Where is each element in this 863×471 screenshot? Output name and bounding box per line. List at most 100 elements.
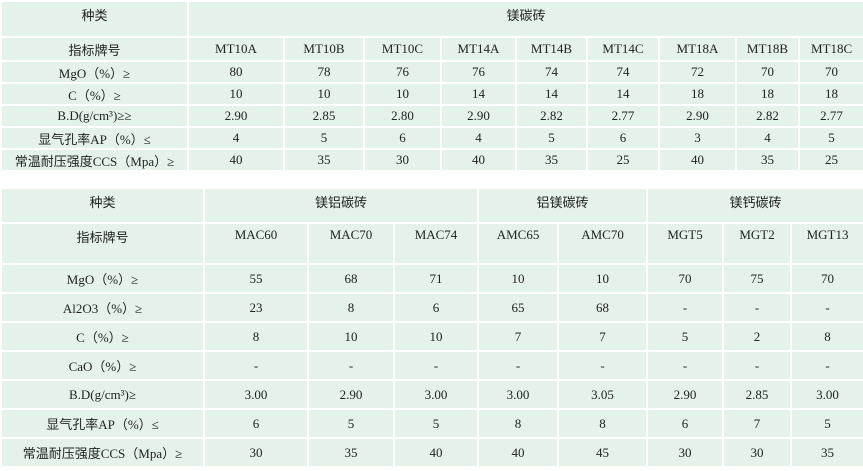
value-cell: 2.80: [363, 104, 442, 128]
value-cell: 8: [307, 292, 395, 323]
grade-cell: AMC65: [477, 222, 560, 265]
value-cell: 40: [187, 148, 285, 172]
value-cell: 25: [586, 148, 660, 172]
value-cell: 10: [477, 263, 560, 294]
grade-cell: MT18B: [735, 36, 800, 62]
value-cell: -: [646, 292, 725, 323]
value-cell: 3.05: [557, 379, 649, 410]
value-cell: 10: [557, 263, 649, 294]
row-label: C（%）≥: [0, 82, 189, 106]
row-label: B.D(g/cm³)≥: [0, 379, 205, 410]
row-label: 常温耐压强度CCS（Mpa）≥: [0, 437, 205, 468]
grade-cell: MT14B: [515, 36, 588, 62]
value-cell: 6: [646, 408, 725, 439]
value-cell: 7: [477, 321, 560, 352]
grade-cell: MAC70: [307, 222, 395, 265]
table-row: MgO（%）≥ 55 68 71 10 10 70 75 70: [0, 263, 863, 294]
value-cell: 8: [477, 408, 560, 439]
table-row: Al2O3（%）≥ 23 8 6 65 68- - -: [0, 292, 863, 323]
table-row: MgO（%）≥ 80 78 76 76 74 74 72 70 70: [0, 60, 863, 84]
group-header: 镁碳砖: [186, 0, 863, 38]
value-cell: 72: [658, 60, 737, 84]
row-label: B.D(g/cm³)≥≥: [0, 104, 189, 128]
value-cell: 2.90: [307, 379, 395, 410]
value-cell: 40: [392, 437, 480, 468]
grade-cell: MGT13: [790, 222, 863, 265]
value-cell: 18: [735, 82, 800, 106]
value-cell: 3: [658, 126, 737, 150]
category-header: 种类: [0, 0, 189, 38]
value-cell: 70: [646, 263, 725, 294]
value-cell: 2.90: [658, 104, 737, 128]
value-cell: 14: [586, 82, 660, 106]
table-row: C（%）≥ 10 10 10 14 14 14 18 18 18: [0, 82, 863, 106]
grade-cell: MGT5: [646, 222, 725, 265]
row-label: 显气孔率AP（%）≤: [0, 126, 189, 150]
value-cell: 78: [283, 60, 365, 84]
value-cell: 6: [363, 126, 442, 150]
table-row: 显气孔率AP（%）≤ 4 5 6 4 5 6 3 4 5: [0, 126, 863, 150]
row-label: CaO（%）≥: [0, 350, 205, 381]
grade-cell: MT10C: [363, 36, 442, 62]
value-cell: 8: [203, 321, 309, 352]
table-row: CaO（%）≥ - - - - - - - -: [0, 350, 863, 381]
value-cell: 76: [440, 60, 517, 84]
row-label: MgO（%）≥: [0, 263, 205, 294]
value-cell: 7: [557, 321, 649, 352]
value-cell: 3.00: [203, 379, 309, 410]
value-cell: 10: [363, 82, 442, 106]
value-cell: 25: [797, 148, 863, 172]
value-cell: 70: [790, 263, 863, 294]
value-cell: 18: [658, 82, 737, 106]
value-cell: 30: [646, 437, 725, 468]
group-header: 镁铝碳砖: [202, 187, 480, 224]
row-label: 显气孔率AP（%）≤: [0, 408, 205, 439]
value-cell: 18: [797, 82, 863, 106]
value-cell: 74: [515, 60, 588, 84]
value-cell: 2.77: [797, 104, 863, 128]
value-cell: 6: [586, 126, 660, 150]
value-cell: 75: [722, 263, 793, 294]
row-label: 常温耐压强度CCS（Mpa）≥: [0, 148, 189, 172]
grade-cell: MAC60: [203, 222, 309, 265]
value-cell: 2.90: [440, 104, 517, 128]
value-cell: -: [646, 350, 725, 381]
value-cell: -: [203, 350, 309, 381]
value-cell: 40: [440, 148, 517, 172]
grade-cell: MT18A: [658, 36, 737, 62]
table-row: 常温耐压强度CCS（Mpa）≥ 40 35 30 40 35 25 40 35 25: [0, 148, 863, 172]
value-cell: 5: [797, 126, 863, 150]
grade-cell: MT14A: [440, 36, 517, 62]
value-cell: 2.85: [722, 379, 793, 410]
value-cell: 35: [790, 437, 863, 468]
value-cell: 3.00: [392, 379, 480, 410]
value-cell: 55: [203, 263, 309, 294]
value-cell: 5: [283, 126, 365, 150]
group-header: 铝镁碳砖: [477, 187, 649, 224]
value-cell: 3.00: [477, 379, 560, 410]
value-cell: 6: [203, 408, 309, 439]
value-cell: 4: [440, 126, 517, 150]
value-cell: 8: [790, 321, 863, 352]
value-cell: 80: [187, 60, 285, 84]
value-cell: 65: [477, 292, 560, 323]
grade-cell: MT10B: [283, 36, 365, 62]
value-cell: 70: [797, 60, 863, 84]
value-cell: 76: [363, 60, 442, 84]
value-cell: 10: [187, 82, 285, 106]
value-cell: 4: [187, 126, 285, 150]
table-row: B.D(g/cm³)≥ 3.00 2.90 3.00 3.00 3.05 2.90 2.85 3…: [0, 379, 863, 410]
value-cell: 40: [477, 437, 560, 468]
value-cell: 4: [735, 126, 800, 150]
value-cell: 30: [363, 148, 442, 172]
value-cell: 14: [440, 82, 517, 106]
value-cell: 10: [307, 321, 395, 352]
value-cell: 35: [735, 148, 800, 172]
value-cell: 74: [586, 60, 660, 84]
value-cell: 7: [722, 408, 793, 439]
grade-header: 指标牌号: [0, 222, 205, 265]
value-cell: 2.82: [735, 104, 800, 128]
value-cell: 2: [722, 321, 793, 352]
value-cell: 2.82: [515, 104, 588, 128]
row-label: MgO（%）≥: [0, 60, 189, 84]
